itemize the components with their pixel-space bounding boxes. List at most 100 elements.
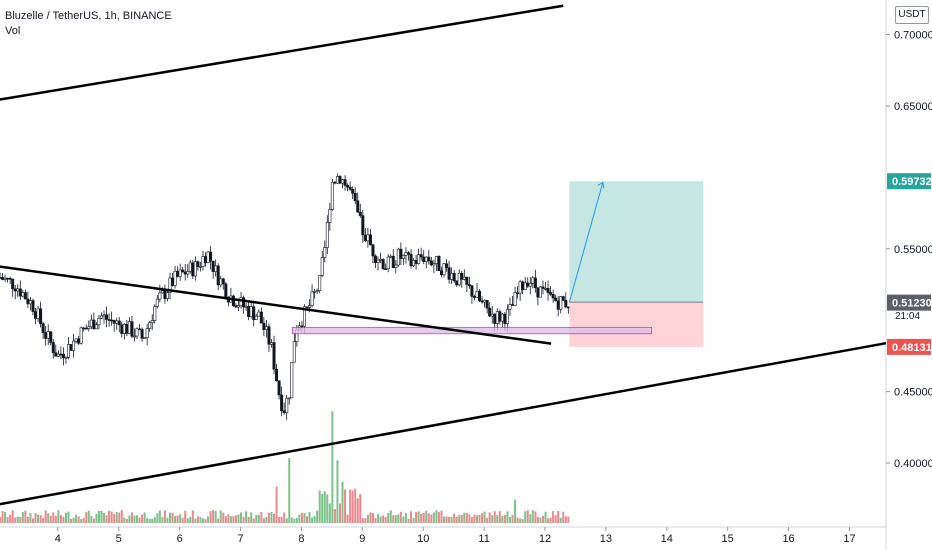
candle-body bbox=[23, 292, 27, 300]
candle-body bbox=[287, 397, 291, 400]
symbol-title[interactable]: Bluzelle / TetherUS, 1h, BINANCE bbox=[5, 10, 172, 22]
candle-body bbox=[442, 263, 446, 276]
candle-body bbox=[513, 292, 517, 306]
volume-bar bbox=[552, 511, 555, 523]
candle-body bbox=[132, 335, 136, 338]
volume-bar bbox=[351, 490, 354, 523]
candle-body bbox=[176, 270, 180, 277]
price-tick-label: 0.45000 bbox=[894, 387, 932, 399]
candle-body bbox=[343, 179, 347, 186]
candle-body bbox=[406, 252, 410, 255]
price-tag-stop bbox=[887, 338, 931, 355]
volume-bar bbox=[519, 518, 522, 523]
candle-body bbox=[559, 296, 563, 310]
candle-body bbox=[518, 281, 522, 294]
candle-body bbox=[371, 244, 375, 257]
volume-bar bbox=[118, 512, 121, 523]
volume-bar bbox=[11, 510, 14, 523]
volume-bar bbox=[539, 517, 542, 523]
candle-body bbox=[452, 272, 456, 282]
candle-body bbox=[193, 261, 197, 277]
candle-body bbox=[472, 296, 476, 298]
volume-bar bbox=[262, 518, 265, 523]
volume-bar bbox=[143, 512, 146, 523]
volume-bar bbox=[453, 513, 456, 523]
candle-body bbox=[302, 306, 306, 327]
volume-bar bbox=[450, 516, 453, 523]
volume-bar bbox=[412, 517, 415, 523]
volume-bar bbox=[184, 510, 187, 523]
volume-bar bbox=[267, 512, 270, 523]
candle-body bbox=[36, 308, 40, 319]
volume-bar bbox=[278, 516, 281, 523]
candle-body bbox=[69, 344, 73, 351]
candle-body bbox=[216, 265, 220, 286]
volume-bar bbox=[92, 518, 95, 523]
volume-bar bbox=[475, 515, 478, 523]
candle-body bbox=[110, 319, 114, 322]
volume-bar bbox=[70, 518, 73, 523]
time-tick-label: 13 bbox=[600, 533, 612, 545]
volume-bar bbox=[290, 517, 293, 523]
candle-body bbox=[11, 278, 15, 290]
candle-body bbox=[59, 353, 63, 356]
candle-body bbox=[503, 313, 507, 324]
candle-body bbox=[521, 281, 525, 291]
trendline-3 bbox=[0, 341, 887, 506]
volume-bar bbox=[265, 517, 268, 523]
volume-bar bbox=[75, 514, 78, 523]
candle-body bbox=[338, 176, 342, 184]
candle-body bbox=[21, 292, 25, 297]
volume-bar bbox=[270, 511, 273, 523]
volume-bar bbox=[341, 481, 344, 523]
volume-bar bbox=[369, 512, 372, 523]
candle-body bbox=[412, 260, 416, 267]
candle-body bbox=[475, 290, 479, 298]
candle-body bbox=[54, 352, 58, 357]
candle-body bbox=[310, 291, 314, 306]
volume-bar bbox=[306, 516, 309, 523]
candle-body bbox=[259, 311, 263, 324]
candle-body bbox=[153, 306, 157, 321]
volume-bar bbox=[21, 512, 24, 523]
volume-bar bbox=[410, 511, 413, 523]
volume-bar bbox=[227, 514, 230, 523]
volume-bar bbox=[54, 515, 57, 523]
candle-body bbox=[272, 342, 276, 370]
volume-bar bbox=[293, 518, 296, 523]
volume-bar bbox=[486, 517, 489, 523]
currency-button[interactable]: USDT bbox=[895, 6, 929, 24]
candle-body bbox=[538, 286, 542, 298]
candle-body bbox=[28, 300, 32, 305]
candle-body bbox=[209, 251, 213, 262]
volume-bar bbox=[377, 514, 380, 523]
candle-body bbox=[485, 299, 489, 309]
volume-bar bbox=[179, 514, 182, 523]
volume-bar bbox=[133, 515, 136, 523]
volume-bar bbox=[321, 494, 324, 523]
volume-bar bbox=[514, 499, 517, 523]
candle-body bbox=[470, 285, 474, 297]
volume-bar bbox=[445, 516, 448, 523]
candle-body bbox=[160, 290, 164, 294]
candle-body bbox=[523, 282, 527, 291]
candle-body bbox=[97, 317, 101, 326]
volume-bar bbox=[214, 510, 217, 523]
candle-body bbox=[46, 331, 50, 339]
volume-indicator-label[interactable]: Vol bbox=[5, 25, 21, 37]
candle-body bbox=[313, 291, 317, 293]
candle-body bbox=[404, 252, 408, 256]
candle-body bbox=[414, 260, 418, 264]
candle-body bbox=[1, 277, 5, 280]
volume-bar bbox=[204, 519, 207, 523]
candle-body bbox=[257, 311, 261, 317]
volume-bar bbox=[541, 515, 544, 523]
candle-body bbox=[526, 282, 530, 287]
candle-body bbox=[533, 277, 537, 289]
candle-body bbox=[536, 287, 540, 298]
candle-body bbox=[244, 306, 248, 308]
volume-bar bbox=[481, 513, 484, 523]
candle-body bbox=[6, 277, 10, 280]
volume-bar bbox=[478, 514, 481, 523]
